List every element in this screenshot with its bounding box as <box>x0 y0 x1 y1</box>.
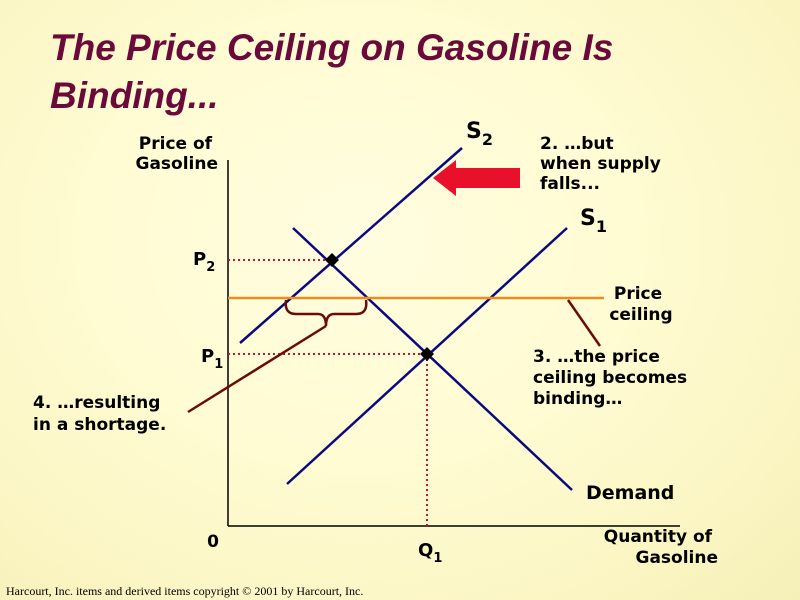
x-axis-label: Quantity of Gasoline <box>604 527 718 568</box>
demand-label: Demand <box>586 482 674 504</box>
supply-shift-arrow <box>433 160 520 196</box>
s1-label: S1 <box>580 206 607 236</box>
equilibrium-point-2 <box>325 253 339 267</box>
q1-label: Q1 <box>418 540 442 566</box>
annotation-supply-falls: 2. …but when supply falls... <box>540 134 667 194</box>
copyright-footer: Harcourt, Inc. items and derived items c… <box>6 584 364 598</box>
s2-curve <box>239 147 463 344</box>
shortage-pointer-line <box>187 324 327 414</box>
price-ceiling-label: Price ceiling <box>609 284 672 325</box>
p1-label: P1 <box>201 346 223 372</box>
equilibrium-point-1 <box>420 347 434 361</box>
ceiling-pointer-line <box>566 299 602 347</box>
slide-title: The Price Ceiling on Gasoline Is Binding… <box>50 27 614 116</box>
origin-label: 0 <box>207 532 219 552</box>
shortage-brace <box>284 299 368 327</box>
p2-label: P2 <box>193 249 215 275</box>
annotation-shortage: 4. …resulting in a shortage. <box>33 393 166 435</box>
s2-label: S2 <box>466 119 493 149</box>
annotation-ceiling-binding: 3. …the price ceiling becomes binding… <box>533 347 693 409</box>
demand-curve <box>292 227 573 491</box>
y-axis-label: Price of Gasoline <box>135 134 218 174</box>
